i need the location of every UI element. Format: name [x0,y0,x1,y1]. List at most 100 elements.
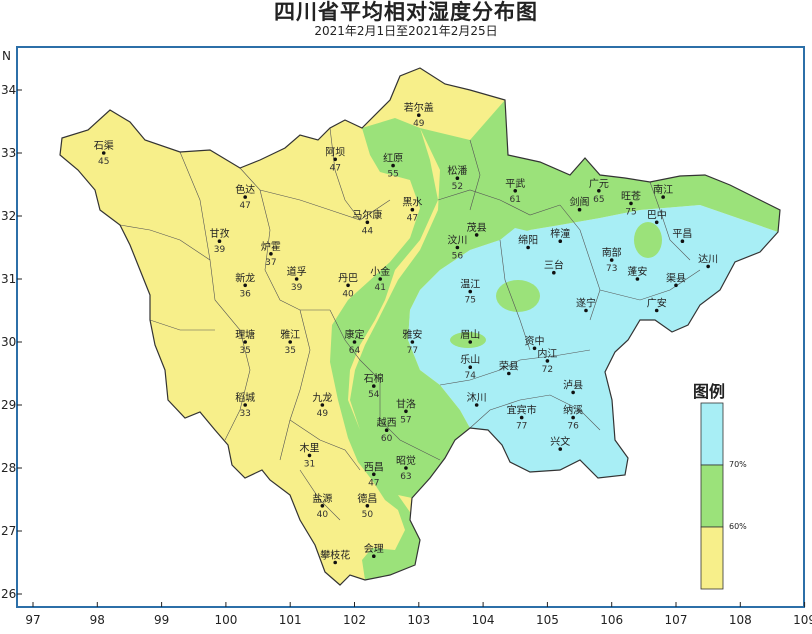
station-name: 乐山 [460,354,480,366]
station-dot [410,340,415,344]
station-dot [346,283,350,288]
station-value: 35 [284,346,295,356]
station-value: 44 [362,226,374,236]
station-marker: 道孚 39 [287,265,307,293]
station-name: 茂县 [467,221,487,234]
y-tick-label: 29 [1,398,16,412]
station-marker: 甘洛 57 [396,397,416,425]
station-marker: 荣县 [499,361,519,376]
station-marker: 红原 55 [383,152,403,180]
station-dot [706,264,710,269]
station-marker: 阿坝 47 [325,146,345,173]
station-name: 马尔康 [352,208,382,221]
station-name: 巴中 [647,208,667,221]
station-name: 雅安 [402,328,422,341]
station-name: 资中 [525,334,545,347]
station-marker: 汶川 56 [447,234,467,262]
station-dot [333,560,338,565]
station-marker: 蓬安 [627,265,647,281]
station-value: 76 [567,422,579,432]
station-dot [352,340,357,344]
x-tick-label: 108 [729,613,752,627]
station-name: 泸县 [563,379,583,391]
station-marker: 宜宾市 77 [507,404,537,432]
station-dot [545,359,550,363]
station-value: 75 [465,296,476,306]
county-boundaries [119,127,701,521]
y-tick-label: 30 [1,335,16,349]
station-name: 新龙 [235,271,255,284]
station-value: 41 [374,283,385,293]
station-dot [371,384,376,388]
station-dot [217,239,222,243]
station-marker: 泸县 [563,379,583,395]
station-dot [371,472,376,477]
station-marker: 越西 60 [377,416,397,444]
station-value: 50 [362,510,374,520]
station-dot [243,283,247,288]
station-marker: 丹巴 40 [338,272,358,299]
station-name: 宜宾市 [507,404,537,417]
station-marker: 平昌 [672,228,692,243]
station-name: 阿坝 [325,146,345,158]
zone-60-70-island [450,332,486,348]
station-marker: 三台 [544,259,564,275]
y-tick-label: 26 [1,587,16,601]
station-name: 达川 [698,253,718,265]
station-marker: 乐山 74 [460,354,480,381]
station-name: 眉山 [460,329,480,341]
station-dot [468,340,473,344]
station-marker: 会理 [364,542,384,558]
station-name: 沐川 [467,391,487,404]
station-marker: 新龙 36 [235,271,255,299]
station-dot [571,415,575,420]
station-value: 57 [400,415,411,425]
station-dot [365,220,370,225]
station-name: 雅江 [280,328,300,341]
station-value: 52 [452,182,463,192]
station-dot [417,113,421,117]
legend-break-label: 60% [729,522,747,531]
station-value: 33 [239,409,250,419]
station-value: 72 [542,365,553,375]
legend-swatch-low [700,526,724,590]
station-name: 南部 [602,246,622,259]
station-marker: 甘孜 39 [209,227,229,255]
zone-above-70 [408,205,778,478]
station-dot [597,189,601,193]
station-marker: 昭觉 63 [396,455,416,482]
station-dot [101,151,106,155]
station-dot [609,258,614,262]
station-name: 色达 [235,183,255,196]
station-name: 南江 [653,183,673,196]
station-marker: 达川 [698,253,718,269]
station-name: 旺苍 [621,189,641,202]
station-name: 内江 [537,347,557,360]
x-tick-label: 104 [472,613,495,627]
x-tick-label: 106 [600,613,623,627]
station-dot [584,308,588,313]
station-marker: 雅安 77 [402,328,422,356]
station-marker: 茂县 [467,221,487,237]
station-value: 47 [407,214,418,224]
station-name: 松潘 [447,164,467,177]
station-value: 47 [239,201,250,211]
station-value: 49 [413,119,425,129]
station-name: 道孚 [287,265,307,278]
station-dot [635,277,640,281]
legend-swatch-high [700,402,724,466]
station-name: 红原 [383,152,403,165]
station-dot [661,195,665,199]
station-dot [378,277,383,281]
station-dot [307,453,312,458]
map-subtitle: 2021年2月1日至2021年2月25日 [314,24,498,38]
y-tick-label: 28 [1,461,16,475]
x-tick-label: 103 [407,613,430,627]
station-name: 石渠 [94,140,114,152]
station-dot [468,365,473,370]
station-name: 理塘 [235,328,255,341]
station-name: 汶川 [447,234,467,247]
station-dot [513,189,518,193]
station-marker: 资中 [525,334,545,351]
station-name: 蓬安 [627,265,647,278]
